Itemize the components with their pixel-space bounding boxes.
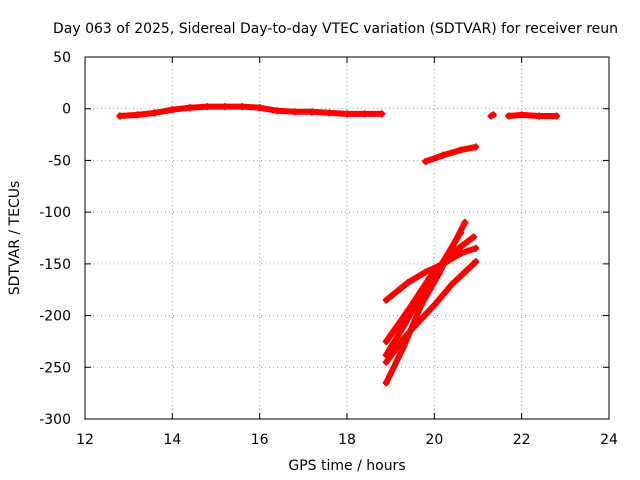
data-point: [382, 351, 390, 359]
data-point: [413, 320, 421, 328]
data-point: [461, 218, 469, 226]
data-point: [343, 110, 351, 118]
data-point: [472, 244, 480, 252]
data-series: [116, 103, 386, 120]
y-tick-label: -100: [39, 205, 71, 221]
data-point: [417, 301, 425, 309]
data-point: [151, 109, 159, 117]
data-point: [505, 112, 513, 120]
data-point: [256, 104, 264, 112]
data-point: [472, 258, 480, 266]
data-point: [133, 111, 141, 119]
data-point: [472, 143, 480, 151]
data-series: [505, 111, 561, 120]
x-tick-label: 22: [513, 432, 531, 448]
data-series: [382, 244, 480, 304]
data-point: [457, 229, 465, 237]
y-tick-label: -300: [39, 412, 71, 428]
data-point: [168, 106, 176, 114]
data-point: [489, 111, 497, 119]
data-points: [116, 103, 561, 387]
data-point: [382, 337, 390, 345]
data-point: [439, 258, 447, 266]
data-point: [439, 151, 447, 159]
x-axis-label: GPS time / hours: [288, 458, 405, 474]
data-point: [404, 278, 412, 286]
data-point: [400, 343, 408, 351]
y-tick-label: -150: [39, 257, 71, 273]
axis-ticks: 12 14 16 18 20 22 24 50 0 -50 -100 -150 -200 -250 -300: [39, 50, 618, 448]
data-point: [238, 103, 246, 111]
y-tick-label: -200: [39, 309, 71, 325]
series-trace: [422, 144, 479, 165]
chart-title: Day 063 of 2025, Sidereal Day-to-day VTE…: [53, 21, 618, 37]
y-tick-label: -250: [39, 360, 71, 376]
data-point: [273, 107, 281, 115]
data-point: [417, 291, 425, 299]
data-point: [422, 157, 430, 165]
y-tick-label: -50: [48, 153, 71, 169]
x-tick-label: 16: [251, 432, 269, 448]
data-point: [422, 268, 430, 276]
data-point: [378, 110, 386, 118]
y-axis-label: SDTVAR / TECUs: [7, 181, 23, 296]
data-point: [470, 233, 478, 241]
x-tick-label: 14: [163, 432, 181, 448]
series-trace: [116, 103, 385, 119]
y-tick-label: 0: [62, 102, 71, 118]
grid-lines: [85, 57, 609, 419]
data-point: [203, 103, 211, 111]
data-point: [116, 112, 124, 120]
series-trace: [383, 258, 479, 366]
data-point: [221, 103, 229, 111]
data-point: [400, 322, 408, 330]
x-tick-label: 12: [76, 432, 94, 448]
data-point: [400, 334, 408, 342]
data-point: [360, 110, 368, 118]
series-trace: [505, 111, 560, 119]
data-point: [382, 358, 390, 366]
data-point: [457, 250, 465, 258]
data-series: [382, 258, 480, 366]
y-tick-label: 50: [53, 50, 71, 66]
x-tick-label: 20: [425, 432, 443, 448]
x-tick-label: 24: [600, 432, 618, 448]
data-point: [430, 301, 438, 309]
data-point: [382, 296, 390, 304]
data-point: [448, 281, 456, 289]
data-series: [382, 229, 465, 359]
x-tick-label: 18: [338, 432, 356, 448]
data-point: [518, 111, 526, 119]
data-point: [291, 108, 299, 116]
data-series: [487, 111, 497, 120]
data-point: [535, 112, 543, 120]
data-series: [422, 143, 480, 165]
data-point: [457, 146, 465, 154]
data-point: [382, 379, 390, 387]
data-point: [326, 109, 334, 117]
data-point: [553, 112, 561, 120]
data-point: [308, 108, 316, 116]
data-point: [186, 104, 194, 112]
